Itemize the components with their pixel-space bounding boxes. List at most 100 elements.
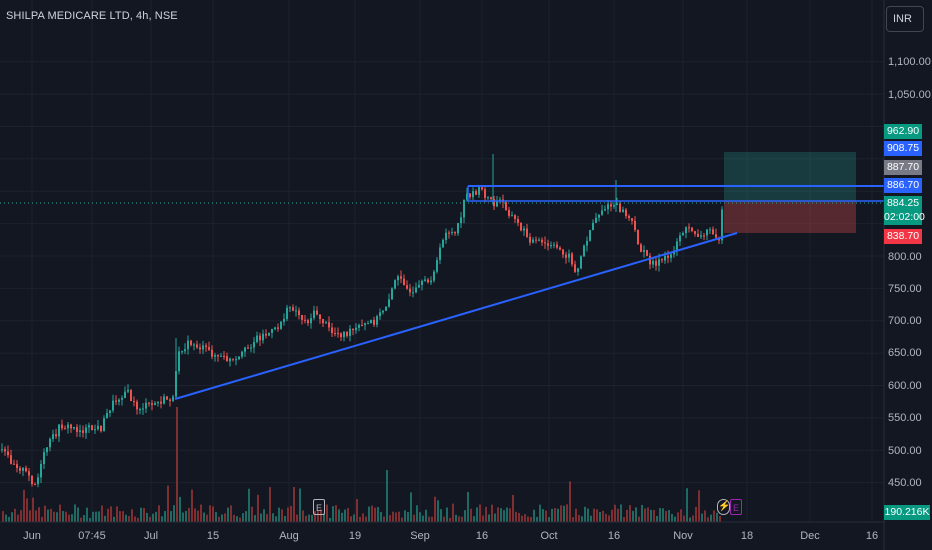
volume-bar — [380, 511, 382, 522]
candle-body — [535, 239, 537, 241]
candle-body — [13, 463, 15, 465]
y-tick: 1,050.00 — [888, 89, 931, 101]
candle-body — [598, 214, 600, 218]
volume-bar — [56, 512, 58, 522]
volume-bar — [164, 511, 166, 522]
volume-bar — [65, 511, 67, 522]
y-tick: 450.00 — [888, 477, 922, 489]
candle-body — [103, 418, 105, 432]
candle-body — [142, 408, 144, 410]
volume-bar — [587, 508, 589, 522]
candle-body — [571, 253, 573, 265]
volume-bar — [554, 508, 556, 522]
level-price-label: 887.70 — [884, 160, 922, 175]
volume-bar — [560, 505, 562, 522]
candle-body — [547, 243, 549, 246]
volume-bar — [713, 510, 715, 522]
candle-body — [553, 244, 555, 246]
currency-button[interactable]: INR — [886, 6, 924, 32]
candle-body — [709, 229, 711, 231]
candle-body — [277, 327, 279, 329]
volume-bar — [245, 511, 247, 522]
volume-bar — [53, 511, 55, 522]
volume-bar — [191, 489, 193, 522]
candle-body — [223, 355, 225, 357]
candle-body — [28, 471, 30, 476]
candle-body — [568, 253, 570, 258]
candle-body — [61, 424, 63, 429]
candle-body — [40, 463, 42, 478]
volume-bar — [371, 505, 373, 522]
volume-bar — [314, 511, 316, 522]
candle-body — [418, 284, 420, 288]
volume-bar — [200, 504, 202, 522]
candle-body — [409, 288, 411, 293]
volume-bar — [98, 511, 100, 522]
volume-bar — [119, 511, 121, 522]
candle-body — [415, 287, 417, 293]
volume-bar — [359, 516, 361, 522]
candle-body — [331, 327, 333, 334]
candle-body — [673, 251, 675, 255]
candle-body — [34, 484, 36, 486]
candle-body — [370, 319, 372, 324]
volume-bar — [563, 505, 565, 522]
candle-body — [4, 449, 6, 452]
volume-bar — [353, 514, 355, 522]
candle-body — [628, 216, 630, 219]
candle-body — [412, 292, 414, 294]
symbol-title[interactable]: SHILPA MEDICARE LTD, 4h, NSE — [6, 10, 178, 22]
volume-bar — [68, 514, 70, 522]
candle-body — [700, 235, 702, 237]
candle-body — [391, 288, 393, 300]
volume-bar — [581, 516, 583, 522]
volume-bar — [377, 507, 379, 522]
volume-bar — [350, 516, 352, 522]
candle-body — [211, 349, 213, 357]
candle-body — [520, 222, 522, 231]
earnings-event-badge[interactable]: E — [313, 499, 325, 515]
volume-bar — [719, 516, 721, 522]
volume-bar — [332, 506, 334, 522]
candle-body — [580, 256, 582, 269]
volume-bar — [110, 506, 112, 522]
candle-body — [109, 410, 111, 413]
candle-body — [550, 245, 552, 247]
candle-body — [268, 332, 270, 336]
candle-body — [175, 371, 177, 397]
volume-bar — [296, 514, 298, 522]
candle-body — [712, 229, 714, 235]
volume-bar — [47, 509, 49, 522]
candle-body — [388, 299, 390, 307]
volume-bar — [218, 516, 220, 522]
earnings-event-badge[interactable]: E — [730, 499, 742, 515]
candle-body — [676, 241, 678, 252]
candle-body — [487, 197, 489, 199]
candle-body — [346, 331, 348, 337]
volume-bar — [215, 512, 217, 522]
candle-body — [376, 316, 378, 325]
candle-body — [445, 232, 447, 240]
candle-body — [514, 215, 516, 219]
flash-icon[interactable]: ⚡ — [717, 499, 730, 515]
candle-body — [670, 254, 672, 258]
candle-body — [199, 347, 201, 350]
volume-bar — [263, 509, 265, 522]
candle-body — [685, 227, 687, 234]
volume-bar — [566, 504, 568, 522]
candle-body — [88, 425, 90, 428]
volume-bar — [662, 508, 664, 522]
volume-bar — [500, 508, 502, 522]
candle-body — [577, 268, 579, 272]
volume-bar — [488, 514, 490, 522]
volume-bar — [41, 516, 43, 522]
candle-body — [16, 464, 18, 469]
target-zone — [724, 152, 856, 201]
stop-zone — [724, 201, 856, 233]
candle-body — [523, 228, 525, 231]
volume-bar — [92, 511, 94, 522]
candle-body — [280, 321, 282, 329]
candle-body — [583, 245, 585, 257]
candle-body — [19, 468, 21, 471]
